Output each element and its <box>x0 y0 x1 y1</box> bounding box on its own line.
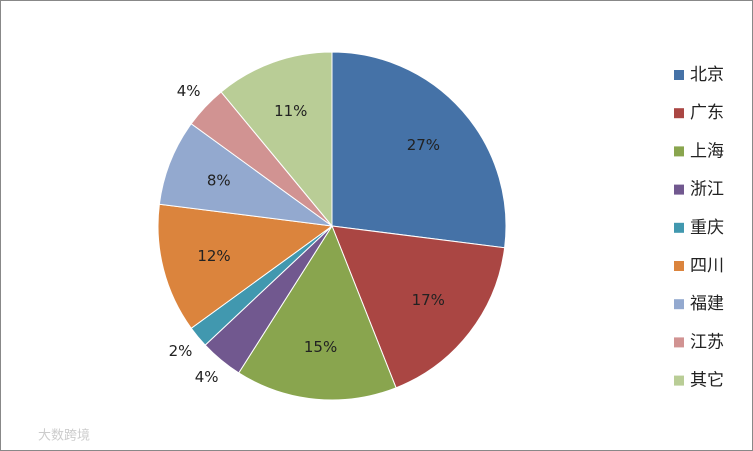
legend-label: 重庆 <box>690 218 724 238</box>
legend-label: 江苏 <box>690 332 724 352</box>
legend-label: 北京 <box>690 65 724 85</box>
legend-swatch <box>674 146 684 157</box>
legend-swatch <box>674 108 684 119</box>
pie-slice <box>157 203 334 329</box>
pie-slice <box>331 51 507 249</box>
legend-swatch <box>674 299 684 310</box>
data-label: 8% <box>207 172 231 190</box>
legend-swatch <box>674 222 684 233</box>
data-label: 27% <box>407 136 440 154</box>
legend-swatch <box>674 184 684 195</box>
legend-label: 广东 <box>690 103 724 123</box>
legend-swatch <box>674 337 684 348</box>
legend-label: 上海 <box>690 141 724 161</box>
legend-label: 四川 <box>690 256 724 276</box>
legend-label: 福建 <box>690 294 724 314</box>
data-label: 17% <box>412 291 445 309</box>
legend-swatch <box>674 375 684 386</box>
pie-slice <box>331 225 506 389</box>
data-label: 15% <box>304 338 337 356</box>
legend-swatch <box>674 261 684 271</box>
data-label: 4% <box>177 82 201 100</box>
data-label: 11% <box>274 102 307 120</box>
legend-swatch <box>674 70 684 80</box>
pie-slice <box>238 224 397 401</box>
watermark: 大数跨境 <box>38 429 90 444</box>
data-label: 4% <box>195 368 219 386</box>
pie-slice <box>220 51 333 228</box>
legend-label: 其它 <box>690 371 724 391</box>
data-label: 2% <box>169 342 193 360</box>
data-label: 12% <box>197 247 230 265</box>
legend-label: 浙江 <box>690 180 724 200</box>
